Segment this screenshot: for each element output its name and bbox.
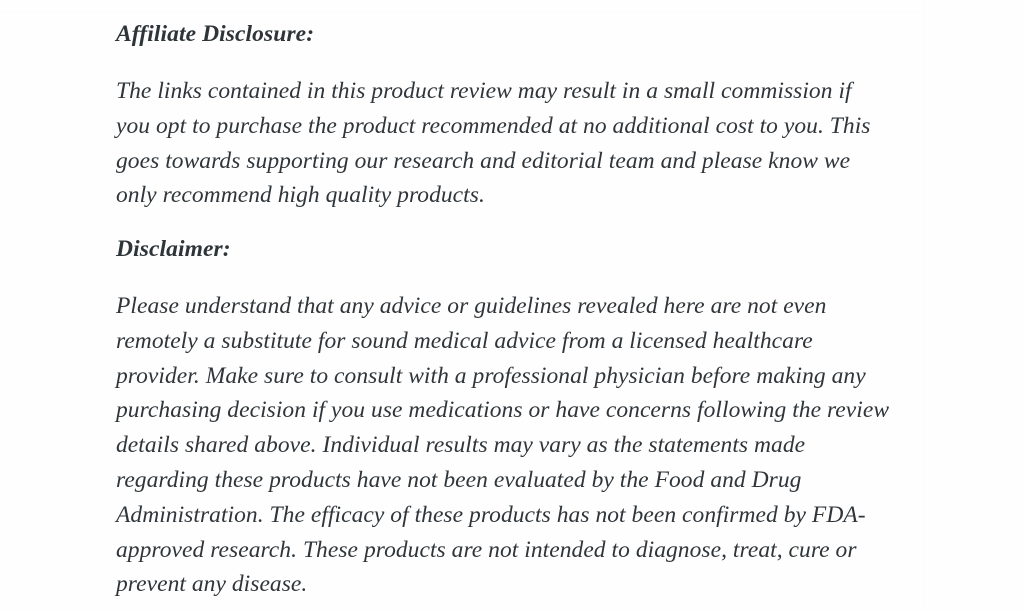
content-panel [0,0,925,610]
affiliate-disclosure-heading: Affiliate Disclosure: [116,21,315,47]
text-line: approved research. These products are no… [116,536,857,563]
affiliate-disclosure-paragraph: The links contained in this product revi… [116,74,871,213]
panel-top-divider [0,11,925,12]
page-right-gutter [926,0,1024,610]
text-line: you opt to purchase the product recommen… [116,112,871,139]
text-line: remotely a substitute for sound medical … [116,327,813,354]
text-line: prevent any disease. [116,571,308,598]
disclaimer-paragraph: Please understand that any advice or gui… [116,289,889,602]
text-line: provider. Make sure to consult with a pr… [116,362,866,389]
text-line: regarding these products have not been e… [116,466,802,493]
text-line: details shared above. Individual results… [116,432,806,459]
text-line: purchasing decision if you use medicatio… [116,397,890,424]
disclaimer-heading: Disclaimer: [116,236,231,262]
text-line: Administration. The efficacy of these pr… [116,501,866,528]
article-body: Affiliate Disclosure: The links containe… [116,0,922,610]
text-line: goes towards supporting our research and… [116,147,851,174]
text-line: Please understand that any advice or gui… [116,293,827,319]
text-line: The links contained in this product revi… [116,78,852,104]
text-line: only recommend high quality products. [116,182,485,209]
